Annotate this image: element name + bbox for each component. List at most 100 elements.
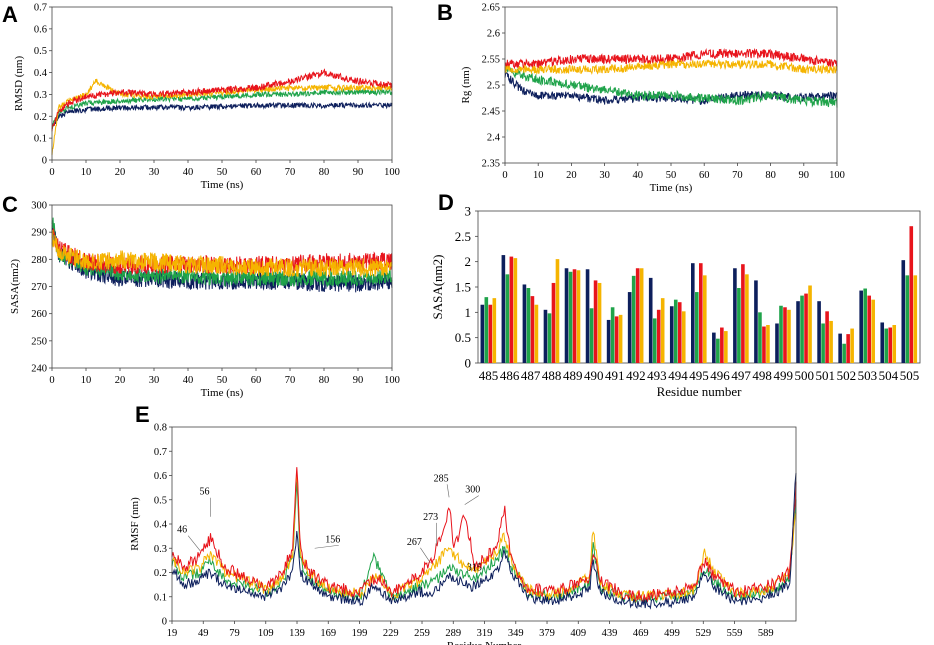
panel-e-xtick-label: 169	[320, 628, 336, 639]
panel-b-series-orange	[504, 58, 838, 76]
panel-e-xtick-label: 109	[258, 628, 274, 639]
panel-d-bar-green-485	[484, 297, 489, 363]
panel-d-chart: 0 0.5 1 1.5 2 2.5 3 485 486 487 488 489 490 491 492 493…	[430, 204, 921, 399]
panel-d-ytick-label: 2.5	[455, 229, 471, 244]
panel-d-bar-red-504	[888, 327, 893, 363]
panel-b-xtick-label: 100	[829, 170, 845, 181]
panel-d-bar-green-498	[758, 312, 762, 363]
panel-d-bar-red-493	[656, 309, 661, 363]
panel-b-xtick-label: 50	[666, 170, 677, 181]
panel-d-bar-orange-493	[660, 298, 665, 363]
panel-d-category-label: 491	[605, 368, 625, 383]
panel-c-ytick-label: 300	[31, 201, 47, 212]
panel-d-bar-orange-487	[534, 304, 539, 363]
panel-d-bar-green-503	[863, 288, 867, 363]
panel-d-category-label: 503	[858, 368, 878, 383]
panel-e-series-navy	[171, 472, 797, 610]
panel-e-annotation-leader	[464, 495, 479, 505]
panel-d-bar-orange-496	[724, 331, 728, 363]
panel-d-bar-green-496	[716, 338, 720, 363]
panel-c-xtick-label: 70	[285, 375, 296, 386]
panel-d-category-label: 496	[710, 368, 730, 383]
panel-d-category-label: 486	[500, 368, 520, 383]
panel-d-bar-navy-501	[817, 301, 821, 363]
panel-c-xtick-label: 100	[384, 375, 400, 386]
panel-e-series-green	[171, 481, 797, 604]
panel-d-bar-red-500	[804, 293, 808, 363]
panel-d-category-label: 498	[752, 368, 772, 383]
panel-b-ytick-label: 2.55	[482, 55, 500, 66]
panel-letter-d: D	[438, 190, 454, 215]
panel-d-bar-orange-489	[576, 270, 581, 363]
panel-e-annotation-leader	[446, 484, 450, 498]
panel-d-bar-red-486	[509, 256, 514, 363]
panel-d-bar-navy-496	[712, 332, 716, 363]
panel-d-bar-navy-505	[901, 260, 906, 363]
panel-a-ytick-label: 0.2	[34, 112, 47, 123]
panel-d-bar-red-496	[720, 327, 724, 363]
panel-b-ylabel: Rg (nm)	[460, 66, 472, 103]
panel-d-bar-navy-502	[838, 333, 842, 363]
panel-d-bar-green-501	[821, 323, 825, 363]
panel-c-series-green	[51, 217, 393, 288]
panel-c-xtick-label: 60	[251, 375, 262, 386]
panel-c-ytick-label: 240	[31, 364, 47, 375]
panel-b-series-red	[504, 47, 838, 70]
panel-d-bar-green-486	[505, 274, 510, 363]
panel-e-xtick-label: 79	[229, 628, 240, 639]
panel-d-bar-orange-486	[513, 258, 518, 363]
panel-e-annotation: 273	[423, 512, 438, 523]
panel-d-bar-green-500	[800, 295, 804, 363]
panel-c-ytick-label: 280	[31, 255, 47, 266]
panel-d-bar-green-505	[905, 275, 910, 363]
panel-d-bar-green-491	[610, 307, 615, 363]
panel-d-ytick-label: 0	[465, 356, 472, 371]
panel-e-annotation: 46	[177, 525, 187, 536]
panel-d-bar-orange-491	[618, 314, 623, 363]
panel-e-annotation: 56	[200, 487, 210, 498]
panel-a-ytick-label: 0.6	[34, 24, 47, 35]
panel-d-bar-red-485	[488, 304, 493, 363]
panel-e-annotation-leader	[314, 544, 339, 549]
panel-d-category-label: 487	[521, 368, 541, 383]
panel-b-xlabel: Time (ns)	[650, 182, 693, 194]
panel-e-annotation: 267	[407, 537, 422, 548]
panel-d-bar-orange-502	[850, 328, 854, 363]
panel-c-xtick-label: 80	[319, 375, 330, 386]
panel-d-category-label: 489	[563, 368, 583, 383]
panel-c-ytick-label: 290	[31, 228, 47, 239]
panel-letter-e: E	[135, 402, 150, 427]
panel-a-xtick-label: 10	[81, 167, 92, 178]
panel-c-xtick-label: 10	[81, 375, 92, 386]
panel-e-annotation-leader	[187, 535, 201, 551]
panel-d-bar-navy-493	[648, 277, 653, 363]
panel-d-bar-red-501	[825, 311, 829, 363]
panel-d-category-label: 502	[837, 368, 857, 383]
panel-d-bar-red-497	[741, 264, 745, 363]
panel-e-xtick-label: 49	[198, 628, 209, 639]
panel-d-category-label: 493	[647, 368, 667, 383]
panel-e-xtick-label: 139	[289, 628, 305, 639]
panel-a-series-green	[51, 88, 393, 130]
panel-e-xtick-label: 199	[352, 628, 368, 639]
panel-e-xtick-label: 559	[727, 628, 743, 639]
panel-d-bar-red-505	[909, 226, 914, 363]
panel-d-bar-navy-486	[501, 255, 506, 363]
panel-d-xlabel: Residue number	[657, 384, 743, 399]
panel-a-ytick-label: 0	[42, 156, 47, 167]
panel-d-bar-navy-491	[606, 319, 611, 363]
panel-d-bar-green-493	[652, 318, 657, 363]
panel-a-ylabel: RMSD (nm)	[13, 56, 25, 112]
panel-d-bar-orange-505	[913, 275, 918, 363]
panel-e-xtick-label: 469	[633, 628, 649, 639]
panel-b-ytick-label: 2.45	[482, 107, 500, 118]
panel-e-ytick-label: 0.7	[154, 447, 167, 458]
panel-b-ytick-label: 2.65	[482, 3, 500, 14]
panel-d-category-label: 500	[794, 368, 814, 383]
panel-c-ytick-label: 260	[31, 309, 47, 320]
panel-c-series-navy	[51, 224, 393, 293]
panel-b-plot-frame	[504, 6, 838, 164]
panel-c-xlabel: Time (ns)	[201, 387, 244, 399]
panel-d-bar-green-497	[737, 288, 741, 363]
panel-e-xtick-label: 589	[758, 628, 774, 639]
